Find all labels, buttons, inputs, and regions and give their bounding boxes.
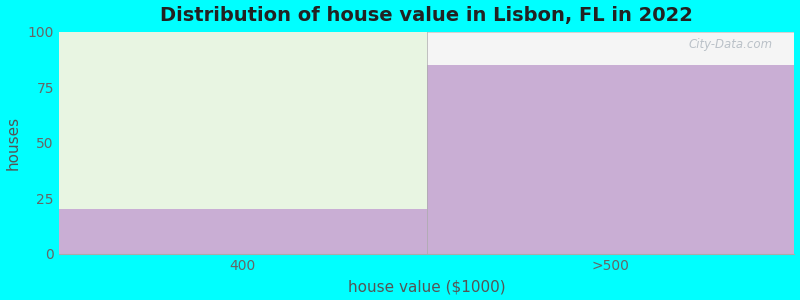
Y-axis label: houses: houses xyxy=(6,116,21,170)
Text: City-Data.com: City-Data.com xyxy=(688,38,772,51)
X-axis label: house value ($1000): house value ($1000) xyxy=(348,279,506,294)
Title: Distribution of house value in Lisbon, FL in 2022: Distribution of house value in Lisbon, F… xyxy=(160,6,693,25)
